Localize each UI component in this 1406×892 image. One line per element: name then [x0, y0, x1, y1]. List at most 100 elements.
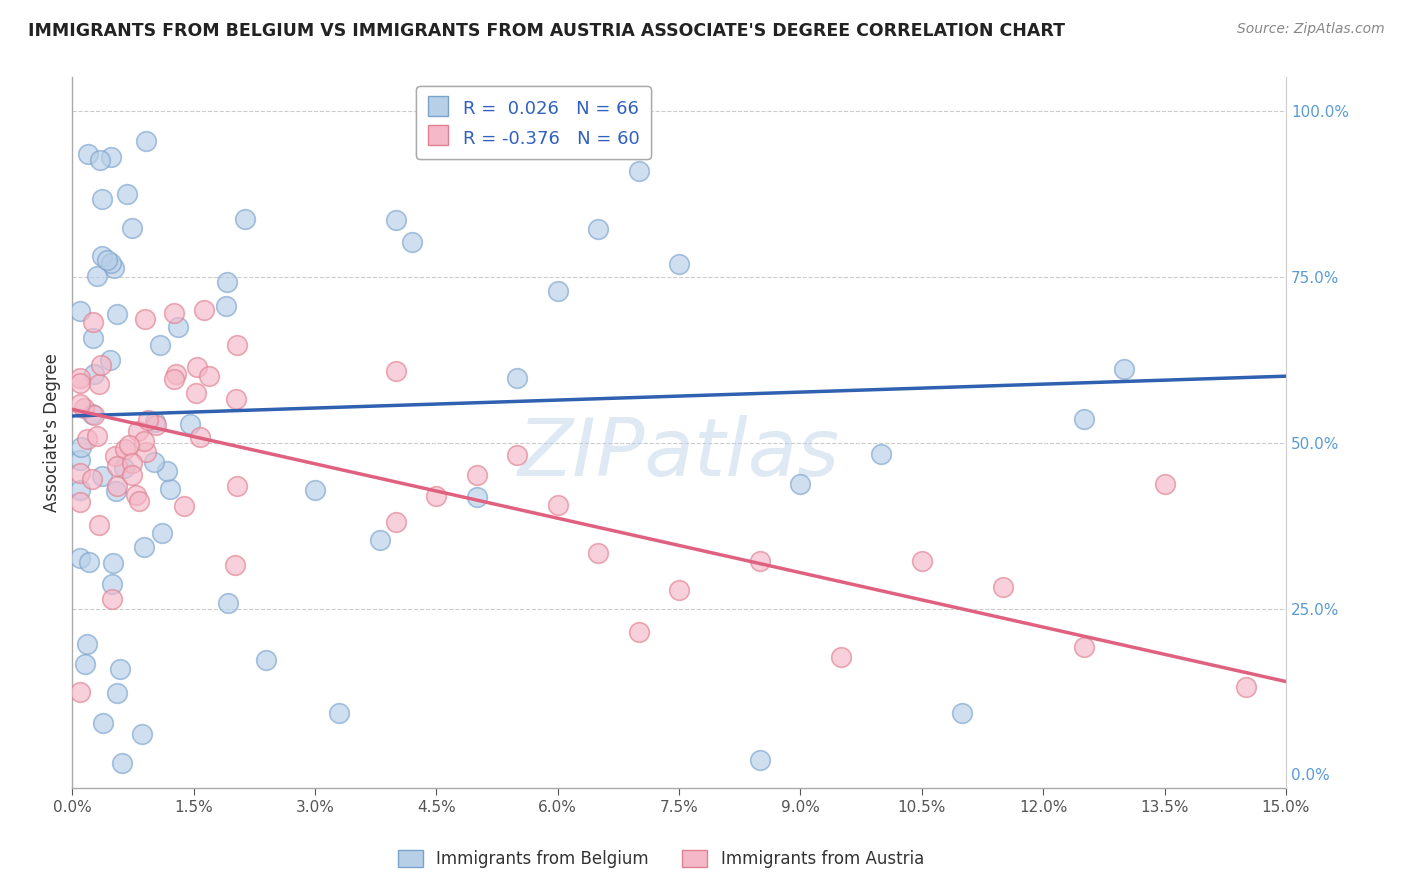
Point [103, 261, 125, 276]
Point [132, 540, 155, 554]
Point [217, 276, 239, 290]
Point [225, 338, 247, 352]
Point [114, 442, 136, 457]
Point [127, 424, 149, 438]
Point [69, 397, 91, 411]
Point [254, 653, 277, 667]
Point [149, 337, 172, 351]
Point [90, 249, 112, 263]
Point [749, 554, 772, 568]
Point [385, 515, 408, 529]
Point [304, 483, 326, 498]
Point [86, 268, 108, 283]
Point [224, 558, 246, 572]
Point [90, 358, 112, 372]
Point [166, 368, 188, 382]
Point [166, 320, 188, 334]
Point [225, 478, 247, 492]
Point [121, 468, 143, 483]
Point [198, 369, 221, 384]
Point [173, 499, 195, 513]
Point [76, 432, 98, 446]
Point [1114, 361, 1136, 376]
Point [193, 303, 215, 318]
Point [163, 372, 186, 386]
Point [69, 495, 91, 509]
Point [214, 299, 236, 313]
Point [328, 706, 350, 720]
Point [89, 377, 111, 392]
Point [121, 221, 143, 235]
Point [1153, 477, 1175, 491]
Point [184, 385, 207, 400]
Point [368, 533, 391, 547]
Point [105, 686, 128, 700]
Point [627, 163, 650, 178]
Point [124, 488, 146, 502]
Point [134, 312, 156, 326]
Point [135, 134, 157, 148]
Point [101, 592, 124, 607]
Point [86, 429, 108, 443]
Point [69, 452, 91, 467]
Point [870, 448, 893, 462]
Point [143, 455, 166, 469]
Legend: Immigrants from Belgium, Immigrants from Austria: Immigrants from Belgium, Immigrants from… [391, 843, 931, 875]
Point [156, 464, 179, 478]
Point [150, 525, 173, 540]
Point [87, 517, 110, 532]
Point [82, 408, 104, 422]
Point [586, 222, 609, 236]
Point [69, 466, 91, 480]
Point [82, 472, 104, 486]
Point [82, 315, 104, 329]
Point [100, 150, 122, 164]
Point [401, 235, 423, 249]
Point [91, 716, 114, 731]
Point [104, 449, 127, 463]
Point [105, 458, 128, 473]
Point [76, 637, 98, 651]
Point [235, 212, 257, 227]
Point [145, 415, 167, 429]
Point [128, 493, 150, 508]
Point [163, 306, 186, 320]
Point [830, 649, 852, 664]
Point [425, 489, 447, 503]
Point [179, 417, 201, 431]
Point [465, 490, 488, 504]
Text: ZIPatlas: ZIPatlas [517, 415, 841, 493]
Point [107, 479, 129, 493]
Point [136, 413, 159, 427]
Point [385, 212, 408, 227]
Point [69, 550, 91, 565]
Point [91, 192, 114, 206]
Point [69, 371, 91, 385]
Point [225, 392, 247, 406]
Point [145, 418, 167, 433]
Point [118, 438, 141, 452]
Legend: R =  0.026   N = 66, R = -0.376   N = 60: R = 0.026 N = 66, R = -0.376 N = 60 [416, 87, 651, 159]
Point [69, 685, 91, 699]
Point [77, 556, 100, 570]
Text: IMMIGRANTS FROM BELGIUM VS IMMIGRANTS FROM AUSTRIA ASSOCIATE'S DEGREE CORRELATIO: IMMIGRANTS FROM BELGIUM VS IMMIGRANTS FR… [28, 22, 1066, 40]
Point [82, 331, 104, 345]
Point [547, 284, 569, 298]
Point [911, 554, 934, 568]
Point [465, 468, 488, 483]
Text: Source: ZipAtlas.com: Source: ZipAtlas.com [1237, 22, 1385, 37]
Point [75, 657, 97, 671]
Point [70, 440, 93, 454]
Point [111, 756, 134, 771]
Point [105, 308, 128, 322]
Point [135, 444, 157, 458]
Point [506, 448, 529, 462]
Point [83, 367, 105, 381]
Point [112, 461, 135, 475]
Point [627, 624, 650, 639]
Point [89, 153, 111, 167]
Point [131, 726, 153, 740]
Point [101, 576, 124, 591]
Point [188, 429, 211, 443]
Point [69, 483, 91, 498]
